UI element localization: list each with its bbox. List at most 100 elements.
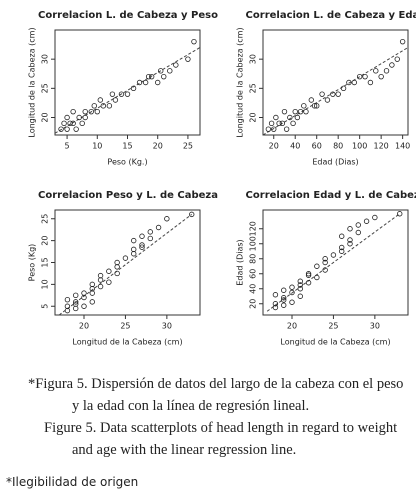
data-point [82, 114, 88, 121]
data-point [64, 296, 71, 303]
data-point [276, 120, 282, 127]
regression-line [58, 213, 193, 316]
x-axis-label: Edad (Dias) [312, 158, 358, 167]
data-point [289, 299, 295, 305]
caption-line: and age with the linear regression line. [72, 442, 297, 458]
data-point [88, 108, 94, 115]
y-axis-label: Longitud de la Cabeza (cm) [236, 27, 245, 137]
data-point [297, 282, 303, 288]
data-point [367, 79, 374, 86]
x-axis-label: Longitud de la Cabeza (cm) [72, 338, 182, 347]
data-point [272, 304, 279, 311]
x-tick-label: 25 [120, 322, 130, 331]
x-tick-label: 120 [374, 142, 389, 151]
data-point [70, 120, 76, 127]
data-point [106, 279, 112, 285]
y-tick-label: 25 [41, 83, 50, 93]
data-point [79, 120, 85, 127]
data-point [148, 73, 155, 80]
data-point [297, 286, 303, 292]
data-point [281, 302, 287, 308]
data-point [265, 126, 272, 132]
plot-frame [262, 209, 409, 316]
chart-panel: Correlacion L. de Cabeza y Peso 5 10 15 20 25… [28, 10, 219, 167]
x-tick-label: 30 [162, 322, 172, 331]
data-point [155, 79, 161, 86]
data-point [142, 79, 149, 86]
data-point [94, 108, 100, 115]
data-point [308, 97, 315, 103]
data-point [378, 73, 384, 80]
data-point [347, 241, 353, 247]
data-point [340, 85, 347, 92]
data-point [399, 38, 406, 45]
plot-frame [262, 29, 409, 136]
y-tick-label: 20 [41, 112, 50, 122]
data-point [61, 120, 67, 127]
data-point [272, 301, 279, 307]
data-point [164, 216, 170, 222]
data-point [303, 108, 309, 115]
chart-panel: Correlacion Edad y L. de Cabeza 20 25 30 20 4… [236, 190, 416, 347]
data-point [279, 120, 286, 127]
data-point [158, 68, 164, 74]
x-tick-label: 25 [183, 142, 193, 151]
data-point [322, 256, 328, 262]
data-point [64, 126, 70, 132]
data-point [131, 246, 137, 253]
data-point [122, 255, 129, 261]
data-point [355, 229, 361, 236]
data-point [70, 108, 76, 115]
data-point [330, 91, 336, 97]
data-point [297, 278, 303, 284]
data-point [118, 91, 125, 97]
data-point [297, 108, 304, 115]
data-point [281, 295, 287, 301]
x-tick-label: 40 [290, 142, 300, 151]
data-point [394, 56, 400, 62]
y-tick-label: 5 [41, 304, 50, 309]
x-tick-label: 10 [92, 142, 102, 151]
data-point [58, 126, 64, 132]
x-tick-label: 20 [269, 142, 279, 151]
data-point [114, 270, 120, 277]
data-point [314, 274, 320, 281]
x-tick-label: 20 [287, 322, 297, 331]
y-tick-label: 80 [249, 254, 258, 264]
data-point [64, 303, 71, 309]
data-point [305, 280, 312, 286]
data-point [97, 97, 104, 103]
data-point [97, 283, 104, 290]
y-tick-label: 20 [249, 299, 258, 309]
data-point [397, 211, 403, 217]
data-point [363, 218, 370, 224]
x-tick-label: 5 [65, 142, 70, 151]
data-point [281, 287, 287, 293]
y-tick-label: 120 [249, 221, 258, 236]
data-point [67, 120, 73, 127]
data-point [114, 264, 120, 270]
chart-panel: Correlacion L. de Cabeza y Edad 20 40 60 80 1… [236, 10, 416, 167]
data-point [339, 233, 345, 239]
data-point [319, 91, 325, 97]
data-point [73, 126, 79, 132]
data-point [281, 297, 287, 303]
y-tick-label: 15 [41, 257, 50, 267]
regression-line [266, 213, 401, 312]
x-tick-label: 100 [352, 142, 367, 151]
chart-panel: Correlacion Peso y L. de Cabeza 20 25 30 5 10… [28, 190, 218, 347]
y-tick-label: 30 [41, 54, 50, 64]
y-tick-label: 100 [249, 236, 258, 251]
data-point [155, 224, 162, 231]
data-point [82, 108, 88, 115]
y-tick-label: 40 [249, 284, 258, 294]
y-tick-label: 20 [249, 112, 258, 122]
data-point [281, 108, 288, 115]
x-tick-label: 60 [312, 142, 322, 151]
data-point [339, 248, 345, 254]
data-point [73, 292, 79, 299]
data-point [112, 97, 119, 103]
y-axis-label: Edad (Dias) [236, 239, 245, 285]
